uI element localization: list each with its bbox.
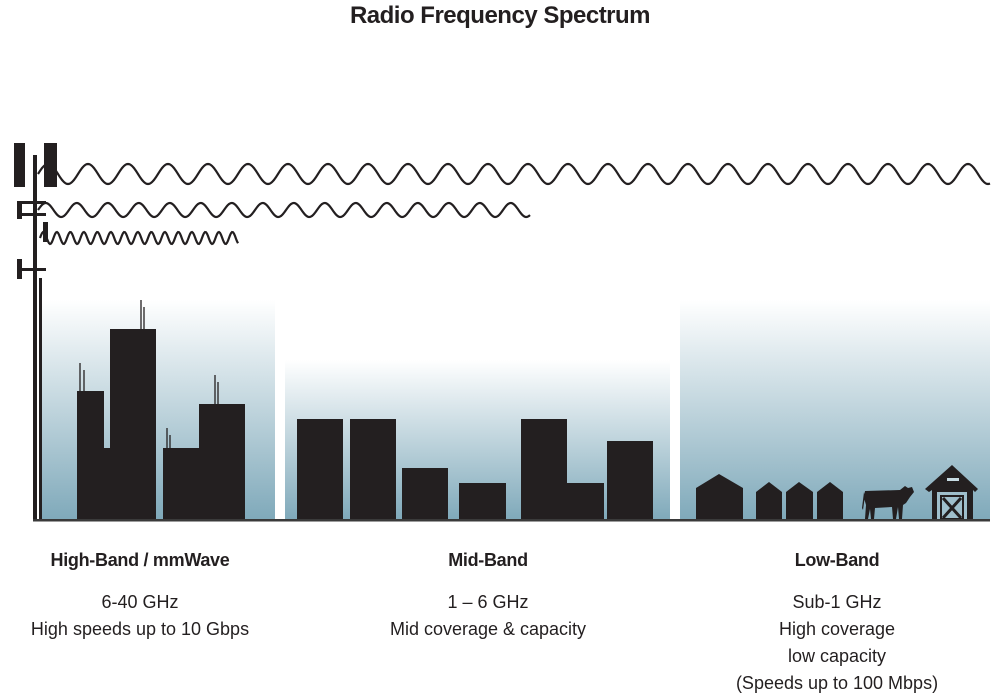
house-icon (696, 474, 743, 520)
low-band-label: Low-Band Sub-1 GHz High coverage low cap… (687, 550, 987, 697)
city-skyline (77, 300, 245, 520)
ground-line (33, 519, 990, 522)
band-description: High coverage (778, 619, 896, 639)
barn-icon (925, 465, 978, 520)
low-band-wave-icon (37, 162, 991, 186)
mid-band-label: Mid-Band 1 – 6 GHz Mid coverage & capaci… (338, 550, 638, 643)
band-description: low capacity (787, 646, 887, 666)
band-name: Low-Band (794, 550, 880, 570)
band-name: Mid-Band (448, 550, 528, 570)
band-description: Mid coverage & capacity (389, 619, 587, 639)
band-frequency: 6-40 GHz (101, 592, 179, 612)
mid-band-wave-icon (37, 201, 531, 219)
band-description: (Speeds up to 100 Mbps) (735, 673, 939, 693)
high-band-label: High-Band / mmWave 6-40 GHz High speeds … (0, 550, 290, 643)
silo-icon (756, 482, 782, 520)
silo-icon (786, 482, 813, 520)
silo-icon (817, 482, 843, 520)
cell-tower-icon (14, 143, 57, 520)
suburban-buildings (297, 419, 653, 520)
cow-icon (862, 486, 914, 519)
band-frequency: Sub-1 GHz (792, 592, 882, 612)
band-description: High speeds up to 10 Gbps (30, 619, 250, 639)
high-band-wave-icon (38, 230, 239, 246)
diagram-title: Radio Frequency Spectrum (349, 2, 651, 29)
rural-scene (696, 465, 978, 520)
band-name: High-Band / mmWave (50, 550, 230, 570)
band-frequency: 1 – 6 GHz (447, 592, 529, 612)
